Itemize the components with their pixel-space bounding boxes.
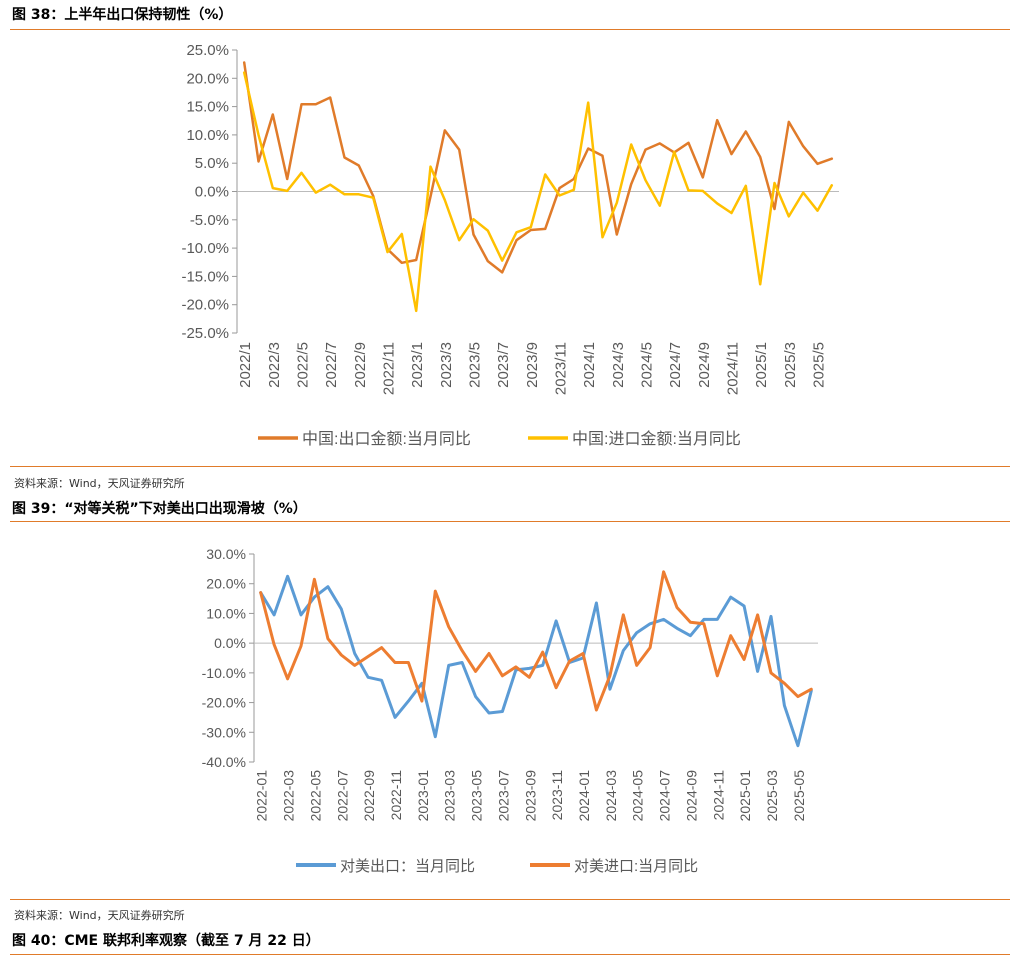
export-import-yoy-chart: 25.0% 20.0% 15.0% 10.0% 5.0% 0.0% -5.0% -10.0% -… — [181, 42, 839, 448]
x-tick-label: 2024/9 — [696, 342, 713, 388]
x-tick-label: 2022-01 — [254, 770, 270, 822]
legend-label: 中国:进口金额:当月同比 — [572, 430, 741, 448]
x-tick-label: 2022-05 — [307, 770, 323, 822]
x-tick-label: 2023-09 — [522, 770, 538, 822]
y-tick-label: -10.0% — [202, 665, 246, 681]
y-tick-label: 0.0% — [195, 184, 229, 201]
x-tick-label: 2025/3 — [782, 342, 799, 388]
x-tick-label: 2023/3 — [438, 342, 455, 388]
x-tick-label: 2024-09 — [683, 770, 699, 822]
x-tick-label: 2025-01 — [737, 770, 753, 822]
x-tick-label: 2023/1 — [409, 342, 426, 388]
figure-40-title: 图 40：CME 联邦利率观察（截至 7 月 22 日） — [12, 933, 320, 949]
y-tick-label: -40.0% — [202, 754, 246, 770]
x-tick-label: 2024/11 — [725, 342, 742, 395]
x-tick-label: 2023/9 — [524, 342, 541, 388]
x-tick-label: 2024/5 — [639, 342, 656, 388]
x-tick-label: 2025-03 — [764, 770, 780, 822]
x-tick-label: 2024/1 — [581, 342, 598, 388]
x-tick-label: 2023-03 — [442, 770, 458, 822]
y-tick-label: 20.0% — [206, 576, 246, 592]
y-tick-label: 20.0% — [186, 70, 229, 87]
x-tick-label: 2022/7 — [323, 342, 340, 388]
title-rule — [10, 521, 1010, 522]
x-tick-label: 2024/7 — [667, 342, 684, 388]
series-line-1 — [259, 574, 813, 748]
x-tick-label: 2022-11 — [388, 770, 404, 821]
y-tick-label: -15.0% — [181, 268, 229, 285]
y-tick-label: -30.0% — [202, 724, 246, 740]
x-tick-label: 2023-05 — [469, 770, 485, 822]
y-tick-label: 15.0% — [186, 99, 229, 116]
x-tick-label: 2022/9 — [352, 342, 369, 388]
y-tick-label: 30.0% — [206, 546, 246, 562]
legend-label: 中国:出口金额:当月同比 — [302, 430, 471, 448]
legend-label: 对美出口：当月同比 — [340, 858, 475, 875]
x-tick-label: 2024-11 — [710, 770, 726, 821]
title-rule — [10, 29, 1010, 30]
figure-38-source: 资料来源：Wind，天风证券研究所 — [14, 477, 185, 490]
x-tick-label: 2022-03 — [281, 770, 297, 822]
x-tick-label: 2022-07 — [334, 770, 350, 822]
x-tick-label: 2022/11 — [381, 342, 398, 395]
y-tick-label: -20.0% — [202, 695, 246, 711]
x-tick-label: 2024-05 — [630, 770, 646, 822]
x-tick-label: 2022-09 — [361, 770, 377, 822]
figure-39-title: 图 39：“对等关税”下对美出口出现滑坡（%） — [12, 501, 307, 517]
x-tick-label: 2025/1 — [753, 342, 770, 388]
y-tick-label: 10.0% — [206, 605, 246, 621]
y-tick-label: -20.0% — [181, 297, 229, 314]
y-tick-label: 5.0% — [195, 155, 229, 172]
source-rule — [10, 466, 1010, 467]
source-rule — [10, 899, 1010, 900]
legend-label: 对美进口:当月同比 — [574, 858, 698, 875]
x-tick-label: 2023-01 — [415, 770, 431, 822]
x-tick-label: 2022/3 — [266, 342, 283, 388]
x-tick-label: 2022/1 — [237, 342, 254, 388]
x-tick-label: 2023/11 — [553, 342, 570, 395]
x-tick-label: 2024/3 — [610, 342, 627, 388]
x-tick-label: 2024-07 — [657, 770, 673, 822]
series-line-1 — [242, 61, 834, 274]
figure-39-source: 资料来源：Wind，天风证券研究所 — [14, 909, 185, 922]
y-tick-label: 10.0% — [186, 127, 229, 144]
y-tick-label: 25.0% — [186, 42, 229, 59]
series-line-2 — [259, 570, 813, 712]
us-trade-yoy-chart: 30.0% 20.0% 10.0% 0.0% -10.0% -20.0% -30.0% -40… — [202, 546, 818, 875]
y-tick-label: -25.0% — [181, 325, 229, 342]
y-tick-label: -5.0% — [190, 212, 229, 229]
x-tick-label: 2024-03 — [603, 770, 619, 822]
series-line-2 — [242, 71, 834, 313]
x-tick-label: 2023-07 — [495, 770, 511, 822]
x-tick-label: 2023-11 — [549, 770, 565, 821]
x-tick-label: 2022/5 — [295, 342, 312, 388]
y-tick-label: -10.0% — [181, 240, 229, 257]
x-tick-label: 2023/5 — [467, 342, 484, 388]
figure-38-title: 图 38：上半年出口保持韧性（%） — [12, 7, 233, 23]
x-tick-label: 2023/7 — [495, 342, 512, 388]
x-tick-label: 2025-05 — [791, 770, 807, 822]
x-tick-label: 2025/5 — [811, 342, 828, 388]
title-rule — [10, 954, 1010, 955]
x-tick-label: 2024-01 — [576, 770, 592, 822]
y-tick-label: 0.0% — [214, 635, 246, 651]
